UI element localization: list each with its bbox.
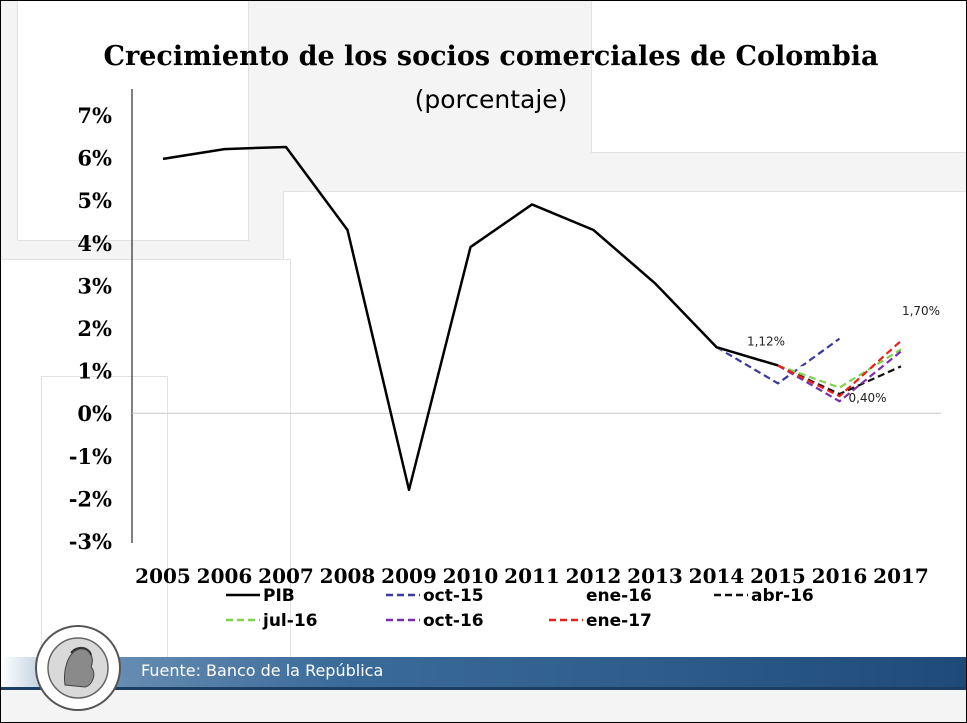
series-line-oct-15 [715,337,841,385]
y-tick-label: -1% [69,444,112,469]
y-tick-label: 2% [77,316,112,341]
x-tick-label: 2011 [504,564,560,588]
legend-label: ene-16 [586,586,652,606]
y-tick-label: -3% [69,529,112,554]
x-tick-label: 2009 [381,564,437,588]
x-tick-label: 2005 [135,564,191,588]
x-tick-label: 2010 [443,564,499,588]
data-label: 1,12% [747,334,785,348]
y-tick-label: 5% [77,188,112,213]
legend-label: ene-17 [586,611,652,631]
series-line-PIB [162,145,779,492]
x-tick-label: 2017 [873,564,929,588]
y-tick-label: 1% [77,359,112,384]
y-tick-label: 0% [77,401,112,426]
x-tick-label: 2007 [258,564,314,588]
chart-subtitle: (porcentaje) [414,85,568,114]
y-tick-label: -2% [69,486,112,511]
y-tick-label: 4% [77,231,112,256]
x-tick-label: 2014 [689,564,745,588]
x-tick-label: 2006 [197,564,253,588]
data-label: 1,70% [902,304,940,318]
footer-bar [1,657,966,690]
legend-label: jul-16 [262,611,317,631]
series-line-jul-16 [777,348,902,389]
series-line-ene-16 [716,346,840,372]
background-panel [17,1,249,241]
y-tick-label: 7% [77,103,112,128]
x-tick-label: 2015 [750,564,806,588]
legend-label: oct-15 [423,586,484,606]
x-tick-label: 2012 [566,564,622,588]
legend-label: oct-16 [423,611,484,631]
x-tick-label: 2008 [320,564,376,588]
legend-label: abr-16 [751,586,814,606]
background-panel [41,376,168,659]
x-tick-label: 2016 [812,564,868,588]
chart-title: Crecimiento de los socios comerciales de… [103,41,879,72]
series-line-ene-17 [777,339,902,398]
background-panel [591,1,966,153]
source-text: Fuente: Banco de la República [141,661,384,680]
data-label: 0,40% [848,391,886,405]
y-tick-label: 3% [77,273,112,298]
series-line-oct-16 [777,350,902,403]
y-tick-label: 6% [77,146,112,171]
legend-label: PIB [263,586,295,606]
banco-seal-icon [35,625,121,711]
x-tick-label: 2013 [627,564,683,588]
